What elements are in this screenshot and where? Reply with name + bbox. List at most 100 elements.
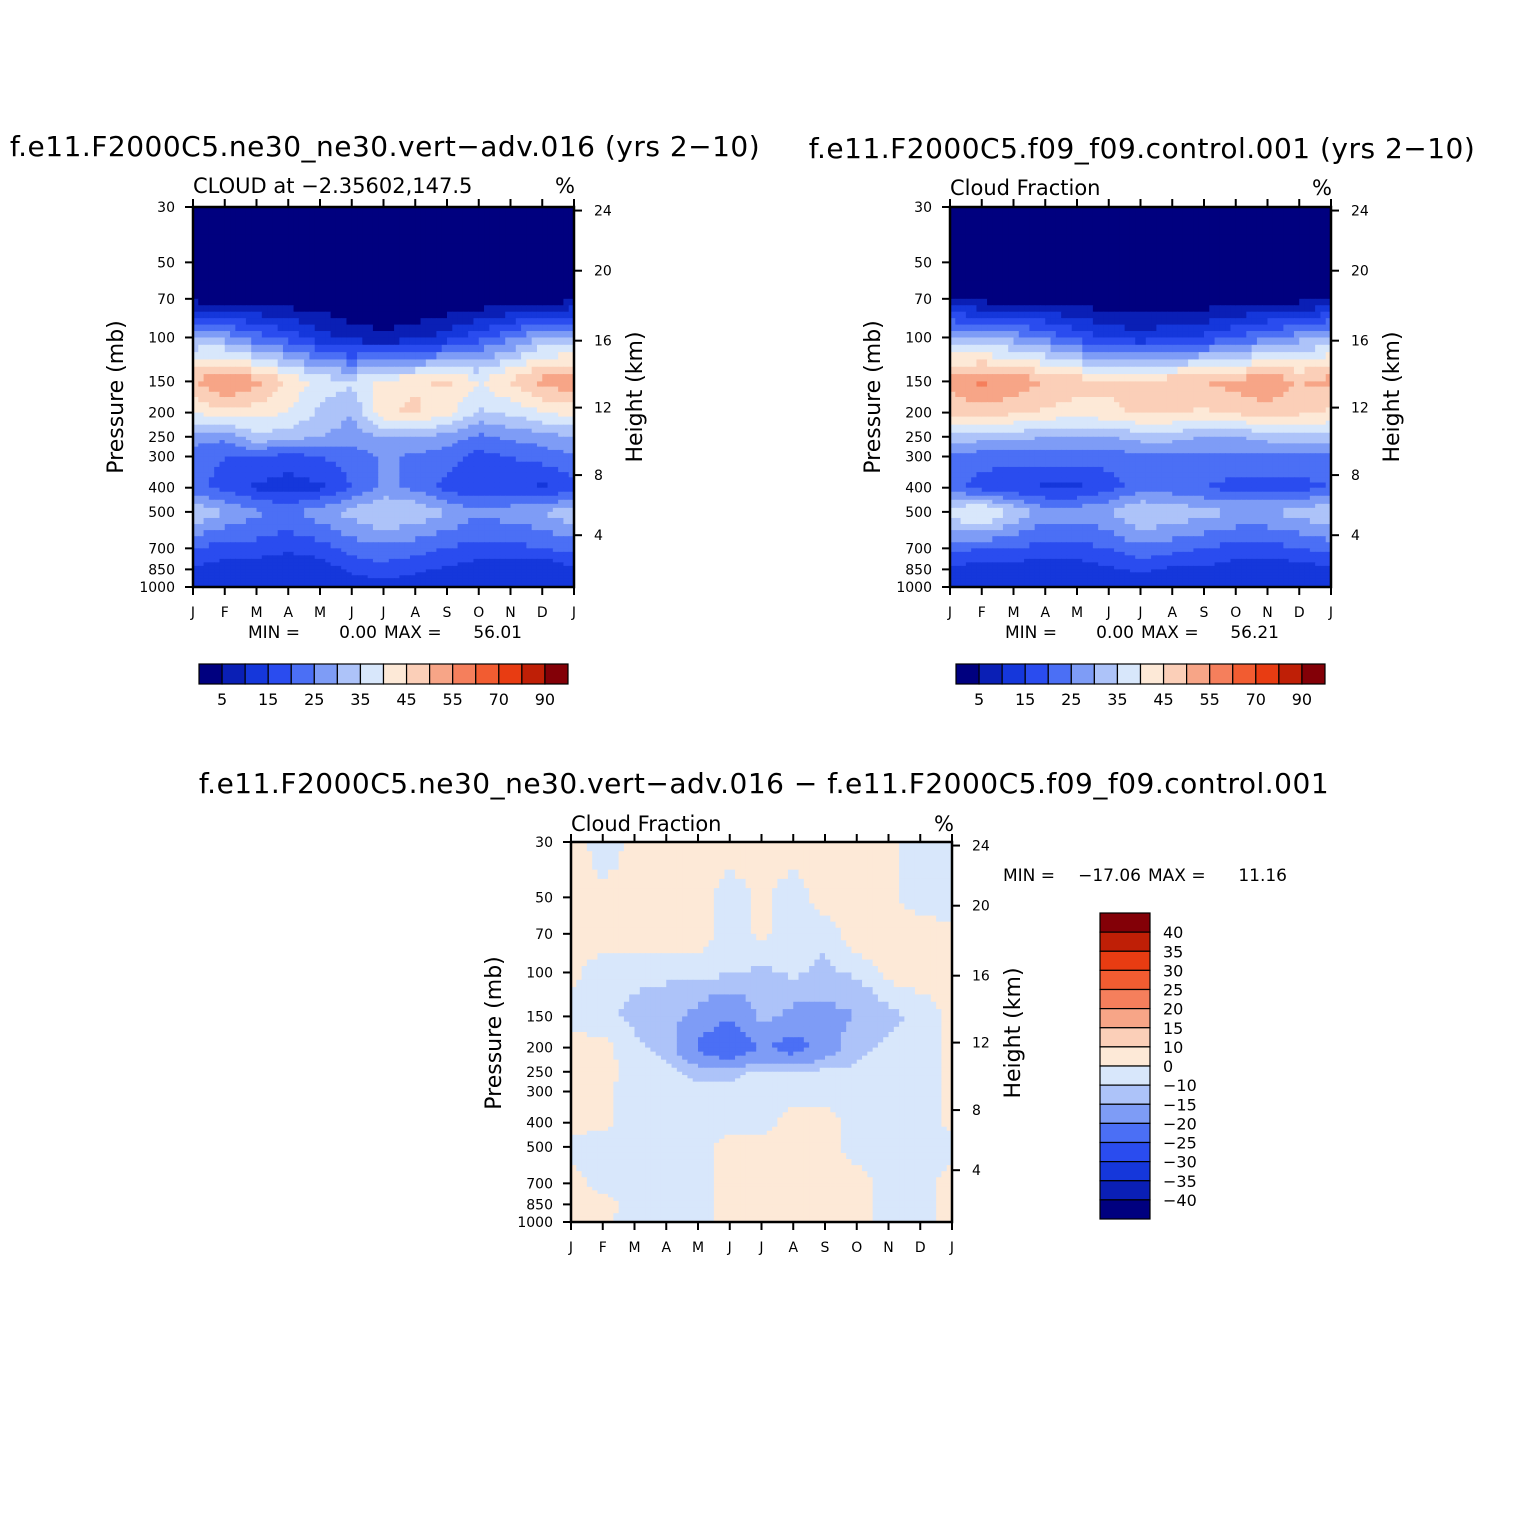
contour-cell [293,253,300,263]
contour-cell [193,536,199,543]
contour-cell [367,274,374,282]
contour-cell [558,366,565,375]
contour-cell [362,337,369,346]
contour-cell [552,511,559,519]
contour-cell [447,461,453,468]
contour-cell [224,374,231,383]
contour-cell [531,530,538,537]
contour-cell [420,207,427,217]
contour-cell [499,305,506,313]
contour-cell [240,443,247,448]
contour-cell [452,436,459,441]
contour-cell [484,440,490,444]
contour-cell [282,280,289,288]
contour-cell [272,225,279,236]
contour-cell [309,572,316,576]
contour-cell [547,292,554,300]
contour-cell [240,280,247,288]
contour-cell [468,477,475,484]
contour-cell [399,548,406,553]
contour-cell [478,446,485,451]
contour-cell [251,558,258,563]
contour-cell [372,517,379,525]
contour-cell [441,420,448,426]
contour-cell [198,298,205,306]
contour-cell [431,292,438,300]
contour-cell [473,511,480,519]
contour-cell [314,491,321,497]
contour-cell [399,262,406,270]
contour-cell [193,503,199,509]
contour-cell [536,443,543,448]
contour-cell [282,555,289,560]
contour-cell [521,524,527,531]
contour-cell [563,499,570,505]
contour-cell [251,311,258,319]
contour-cell [420,562,427,567]
contour-cell [362,374,369,383]
contour-cell [420,298,427,306]
contour-cell [425,443,432,448]
contour-cell [203,318,210,326]
contour-cell [298,542,305,549]
contour-cell [230,466,236,473]
contour-cell [505,402,512,408]
contour-cell [245,428,252,434]
contour-cell [219,530,226,537]
contour-cell [452,216,459,227]
contour-cell [330,555,337,560]
contour-cell [208,391,215,398]
contour-cell [415,517,422,525]
contour-cell [484,225,490,236]
contour-cell [341,542,348,549]
contour-cell [447,449,453,454]
contour-cell [341,381,348,388]
contour-cell [245,477,252,484]
contour-cell [304,280,311,288]
contour-cell [330,225,337,236]
contour-cell [441,466,448,473]
contour-cell [335,491,342,497]
contour-cell [478,337,485,346]
contour-cell [357,253,363,263]
contour-cell [277,397,284,403]
contour-cell [531,397,538,403]
contour-cell [531,542,538,549]
contour-cell [568,565,574,570]
contour-cell [335,274,342,282]
contour-cell [309,524,316,531]
contour-cell [383,331,390,339]
contour-cell [404,449,411,454]
contour-cell [447,446,453,451]
contour-cell [235,262,242,270]
contour-cell [468,225,475,236]
contour-cell [558,359,565,368]
contour-cell [531,424,538,430]
contour-cell [219,477,226,484]
contour-cell [431,305,438,313]
contour-cell [214,318,221,326]
contour-cell [277,337,284,346]
contour-cell [547,268,554,276]
contour-cell [415,225,422,236]
contour-cell [542,507,549,513]
contour-cell [314,225,321,236]
contour-cell [505,499,512,505]
contour-cell [526,499,533,505]
contour-cell [293,440,300,444]
contour-cell [198,243,205,254]
contour-cell [521,243,527,254]
contour-cell [478,207,485,217]
contour-cell [314,366,321,375]
contour-cell [552,436,559,441]
contour-cell [267,569,273,573]
contour-cell [235,487,242,493]
contour-cell [304,305,311,313]
contour-cell [462,562,469,567]
contour-cell [526,440,533,444]
contour-cell [367,436,374,441]
contour-cell [325,412,332,418]
contour-cell [415,374,422,383]
contour-cell [457,562,464,567]
contour-cell [214,286,221,294]
